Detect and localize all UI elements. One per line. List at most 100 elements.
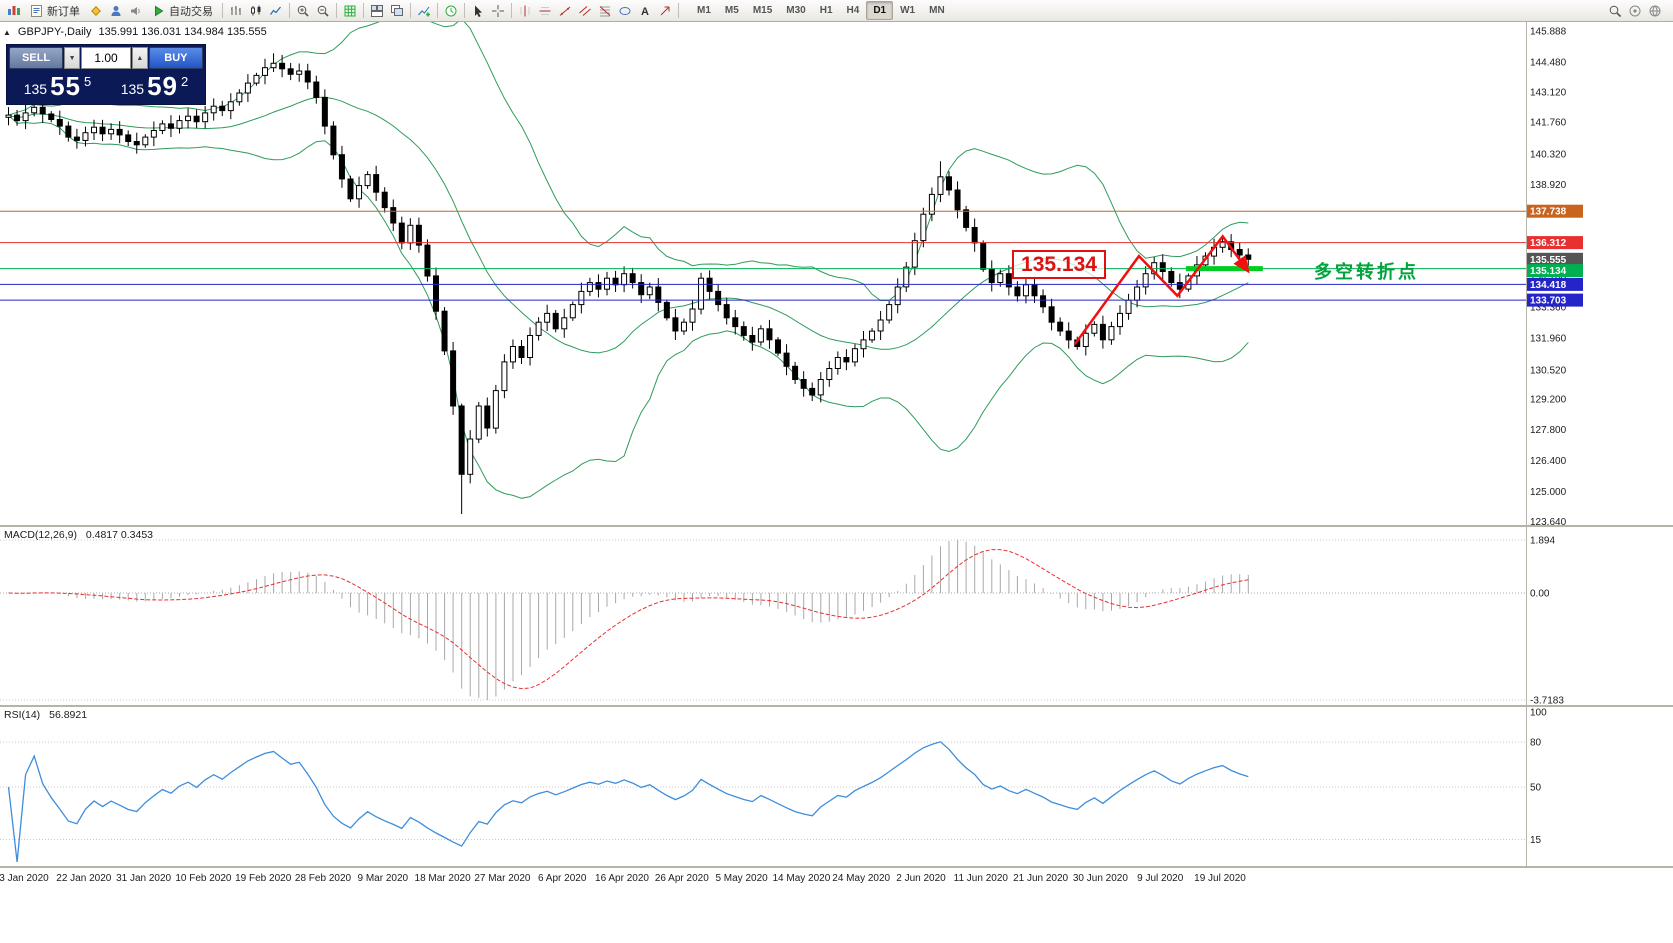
cascade-windows-button[interactable] [387,1,407,21]
search-button[interactable] [1605,1,1625,21]
autotrading-label: 自动交易 [169,5,213,18]
price-level-callout[interactable]: 135.134 [1012,250,1106,279]
crosshair-button[interactable] [488,1,508,21]
volume-increase-button[interactable]: ▲ [132,47,148,69]
svg-text:133.703: 133.703 [1530,296,1567,307]
svg-text:22 Jan 2020: 22 Jan 2020 [56,873,111,884]
fibonacci-button[interactable] [595,1,615,21]
toolbar-separator [336,3,337,18]
magnifier-icon [1608,4,1622,18]
marketplace-button[interactable] [86,1,106,21]
toolbar-separator [410,3,411,18]
fibo-icon [598,4,612,18]
toolbar-separator [464,3,465,18]
svg-text:14 May 2020: 14 May 2020 [772,873,830,884]
tile-windows-button[interactable] [367,1,387,21]
svg-text:133.360: 133.360 [1530,303,1567,314]
svg-text:135.555: 135.555 [1530,255,1567,266]
bar-chart-mode-button[interactable] [226,1,246,21]
svg-text:129.200: 129.200 [1530,394,1567,405]
svg-text:A: A [641,6,649,18]
periods-button[interactable] [441,1,461,21]
macd-indicator-label: MACD(12,26,9) 0.4817 0.3453 [4,529,153,541]
svg-text:15: 15 [1530,835,1542,846]
macd-values: 0.4817 0.3453 [85,529,154,541]
buy-button[interactable]: BUY [148,47,203,69]
diamond-icon [89,4,103,18]
timeframe-w1[interactable]: W1 [900,5,916,16]
svg-text:145.888: 145.888 [1530,27,1567,38]
cascade-icon [390,4,404,18]
zoom-out-button[interactable] [313,1,333,21]
horizontal-line-button[interactable] [535,1,555,21]
arrow-icon [658,4,672,18]
data-window-button[interactable] [1625,1,1645,21]
volume-decrease-button[interactable]: ▼ [64,47,80,69]
shapes-button[interactable] [615,1,635,21]
bars-icon [229,4,243,18]
svg-text:141.760: 141.760 [1530,118,1567,129]
hline-icon [538,4,552,18]
indicators-button[interactable] [414,1,434,21]
new-order-button[interactable]: 新订单 [24,1,86,21]
zoom-in-button[interactable] [293,1,313,21]
ask-price[interactable]: 135 59 2 [106,69,203,102]
rsi-line [7,741,1249,863]
candlestick-mode-button[interactable] [246,1,266,21]
community-button[interactable] [1645,1,1665,21]
svg-text:6 Apr 2020: 6 Apr 2020 [538,873,587,884]
profile-button[interactable] [106,1,126,21]
panel-separator[interactable] [0,705,1673,707]
text-label-button[interactable]: A [635,1,655,21]
line-chart-mode-button[interactable] [266,1,286,21]
turning-point-note[interactable]: 多空转折点 [1314,262,1419,282]
rsi-value: 56.8921 [49,709,88,721]
svg-text:137.738: 137.738 [1530,207,1567,218]
timeframe-m30[interactable]: M30 [786,5,806,16]
svg-text:19 Jul 2020: 19 Jul 2020 [1194,873,1246,884]
volume-input[interactable] [81,47,131,69]
timeframe-m1[interactable]: M1 [697,5,711,16]
svg-text:26 Apr 2020: 26 Apr 2020 [655,873,709,884]
arrows-button[interactable] [655,1,675,21]
new-order-label: 新订单 [47,5,80,18]
timeframe-d1[interactable]: D1 [866,1,894,20]
trend-arrow-annotation[interactable] [1073,234,1250,346]
sell-button[interactable]: SELL [9,47,64,69]
svg-text:11 Jun 2020: 11 Jun 2020 [954,873,1009,884]
rsi-indicator-label: RSI(14) 56.8921 [4,709,87,721]
svg-text:9 Jul 2020: 9 Jul 2020 [1137,873,1184,884]
cursor-button[interactable] [468,1,488,21]
svg-text:127.800: 127.800 [1530,425,1567,436]
macd-name: MACD(12,26,9) [4,529,77,541]
svg-text:130.520: 130.520 [1530,365,1567,376]
timeframe-h4[interactable]: H4 [846,5,860,16]
toolbar-separator [437,3,438,18]
svg-text:140.320: 140.320 [1530,149,1567,160]
timeframe-m15[interactable]: M15 [752,5,773,16]
channel-button[interactable] [575,1,595,21]
bid-price[interactable]: 135 55 5 [9,69,106,102]
symbol-marker-icon: ▲ [3,27,11,37]
svg-text:1.894: 1.894 [1530,536,1555,547]
autotrading-button[interactable]: 自动交易 [146,1,219,21]
auto-arrange-button[interactable] [340,1,360,21]
svg-text:144.480: 144.480 [1530,58,1567,69]
timeframe-h1[interactable]: H1 [819,5,833,16]
svg-text:5 May 2020: 5 May 2020 [715,873,768,884]
toolbar-separator [289,3,290,18]
vertical-line-button[interactable] [515,1,535,21]
svg-text:125.000: 125.000 [1530,487,1567,498]
timeframe-m5[interactable]: M5 [724,5,739,16]
trendline-button[interactable] [555,1,575,21]
zoom-out-icon [316,4,330,18]
one-click-controls: SELL ▼ ▲ BUY [9,47,203,69]
panel-separator[interactable] [0,525,1673,527]
new-chart-button[interactable] [4,1,24,21]
macd-signal-line [8,549,1249,690]
crosshair-icon [491,4,505,18]
alerts-button[interactable] [126,1,146,21]
timeframe-mn[interactable]: MN [929,5,945,16]
axis-separator [0,866,1673,868]
